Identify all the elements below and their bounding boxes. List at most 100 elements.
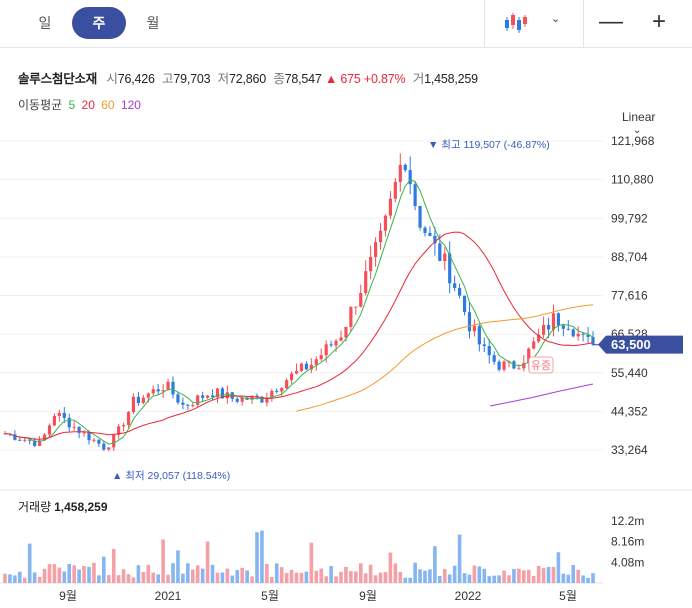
moving-average-line-5: [4, 179, 594, 445]
candle-body: [210, 395, 215, 398]
candle-body: [141, 397, 145, 403]
volume-panel-label: 거래량: [18, 500, 52, 514]
volume-bar: [72, 565, 76, 583]
period-day-tab[interactable]: 일: [38, 15, 52, 31]
close-label: 종: [273, 72, 285, 86]
candle-body: [57, 412, 61, 416]
candle-body: [497, 361, 501, 370]
ma-60-label[interactable]: 60: [101, 98, 115, 112]
candle-body: [72, 426, 76, 428]
volume-bar: [8, 574, 12, 583]
zoom-in-button[interactable]: +: [651, 8, 666, 35]
candle-body: [117, 426, 121, 435]
ma-20-label[interactable]: 20: [81, 98, 95, 112]
moving-average-line-60: [296, 304, 594, 412]
volume-bar: [220, 572, 225, 583]
volume-bar: [438, 575, 442, 583]
volume-bar: [62, 571, 67, 583]
volume-bar: [541, 567, 546, 583]
volume-bar: [442, 569, 447, 583]
volume-bar: [413, 562, 417, 583]
moving-average-line-20: [4, 231, 594, 440]
period-month-tab[interactable]: 월: [146, 15, 160, 31]
volume-bar: [581, 575, 585, 583]
volume-bar: [87, 566, 91, 583]
candle-body: [453, 283, 457, 289]
candle-body: [472, 326, 477, 332]
candle-body: [77, 426, 81, 433]
volume-bar: [344, 566, 348, 583]
volume-bar: [240, 567, 244, 583]
volume-bar: [205, 541, 210, 583]
volume-bar: [482, 568, 487, 583]
chart-type-selector[interactable]: ⌄: [484, 0, 584, 48]
candle-body: [433, 235, 437, 244]
volume-bar: [571, 565, 576, 583]
volume-bar: [378, 572, 383, 583]
volume-bar: [447, 574, 452, 583]
candle-body: [156, 389, 160, 392]
volume-bar: [151, 572, 156, 583]
candle-body: [121, 424, 126, 427]
high-value: 79,703: [173, 72, 211, 86]
volume-bar: [250, 576, 254, 583]
candle-body: [126, 412, 131, 425]
volume-bar: [334, 576, 338, 583]
volume-bar: [270, 576, 274, 583]
last-price-tag: [598, 335, 683, 354]
period-week-tab[interactable]: 주: [72, 7, 126, 39]
volume-bar: [497, 575, 501, 583]
candle-body: [586, 334, 590, 337]
volume-bar: [492, 575, 496, 583]
volume-bar: [141, 571, 146, 583]
chevron-down-icon: ⌄: [633, 125, 642, 136]
candle-body: [289, 373, 294, 381]
candle-body: [423, 227, 427, 233]
volume-tick-label: 8.16m: [611, 535, 644, 549]
volume-bar: [388, 552, 393, 583]
candle-body: [373, 242, 378, 257]
price-tick-label: 110,880: [611, 173, 654, 187]
candle-body: [92, 439, 96, 441]
x-tick-label: 2021: [155, 589, 182, 603]
candle-body: [532, 341, 536, 349]
volume-bar: [77, 569, 81, 583]
zoom-out-button[interactable]: —: [599, 8, 623, 35]
price-tick-label: 121,968: [611, 134, 655, 148]
volume-bar: [111, 548, 116, 583]
candle-body: [462, 295, 467, 313]
volume-bar: [190, 569, 195, 583]
volume-bar: [97, 575, 101, 583]
volume-bar: [260, 530, 264, 583]
volume-bar: [314, 570, 319, 583]
candle-body: [487, 346, 491, 356]
candle-body: [186, 404, 190, 406]
volume-bar: [418, 569, 422, 583]
candle-body: [201, 395, 205, 398]
volume-bar: [546, 566, 551, 583]
volume-bar: [507, 575, 511, 583]
volume-bar: [354, 571, 358, 583]
volume-bar: [102, 556, 106, 583]
candle-body: [551, 313, 556, 330]
volume-bar: [472, 565, 477, 583]
ma-120-label[interactable]: 120: [120, 98, 141, 112]
quote-summary: 솔루스첨단소재 시76,426 고79,703 저72,860 종78,547 …: [18, 68, 478, 87]
candle-body: [522, 362, 526, 369]
x-tick-label: 9월: [59, 589, 77, 603]
candle-body: [235, 398, 239, 402]
scale-selector[interactable]: Linear ⌄: [622, 110, 655, 136]
candle-body: [354, 306, 358, 308]
volume-bar: [576, 569, 580, 583]
moving-average-line-120: [489, 383, 594, 407]
volume-bar: [398, 571, 403, 583]
volume-bar: [358, 563, 363, 583]
volume-bar: [131, 577, 136, 583]
candle-body: [245, 397, 249, 400]
candle-body: [265, 397, 269, 403]
volume-bar: [517, 568, 521, 583]
ma-5-label[interactable]: 5: [68, 98, 76, 112]
candle-body: [47, 425, 52, 435]
candle-body: [428, 232, 432, 236]
